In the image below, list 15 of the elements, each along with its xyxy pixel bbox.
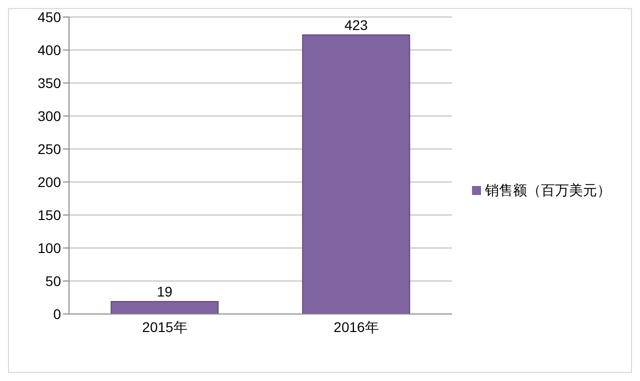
y-tick-label: 400 xyxy=(38,42,62,58)
x-tick-label: 2015年 xyxy=(142,318,188,335)
y-tick-label: 0 xyxy=(53,306,62,322)
y-tick-label: 150 xyxy=(38,206,62,223)
y-tick-label: 200 xyxy=(38,174,62,190)
y-tick-label: 450 xyxy=(38,8,62,25)
legend-label: 销售额（百万美元） xyxy=(485,182,611,198)
y-tick-label: 50 xyxy=(45,272,62,289)
data-label: 423 xyxy=(344,16,368,33)
y-tick-label: 250 xyxy=(38,140,62,157)
y-tick-label: 100 xyxy=(38,240,62,256)
data-label: 19 xyxy=(156,283,173,300)
y-tick-label: 350 xyxy=(38,74,62,91)
y-tick-label: 300 xyxy=(38,108,62,124)
x-tick-label: 2016年 xyxy=(334,318,379,335)
